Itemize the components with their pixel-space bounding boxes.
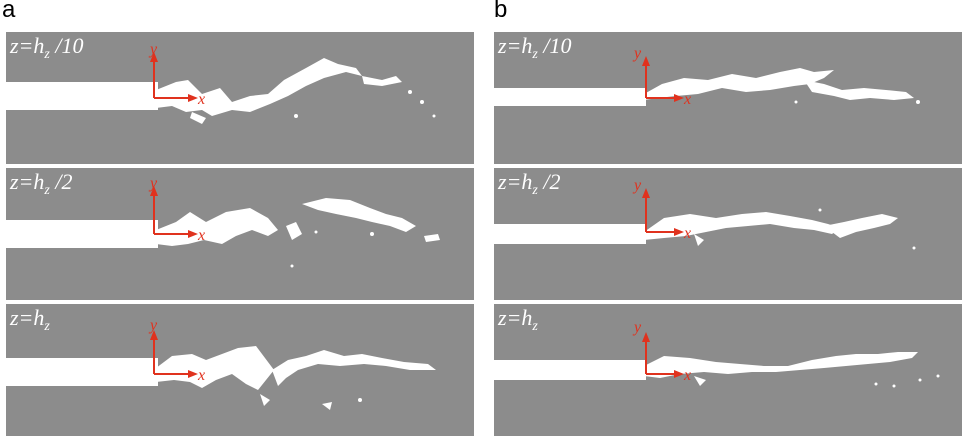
figure-label-a: a bbox=[2, 0, 16, 23]
axis-arrows bbox=[642, 188, 684, 236]
x-axis-label: x bbox=[198, 367, 206, 384]
x-axis-label: x bbox=[684, 367, 692, 384]
crack-panel-b-h: z=hz y x bbox=[494, 304, 962, 436]
axis-arrows bbox=[150, 52, 198, 102]
y-axis-label: y bbox=[634, 45, 642, 62]
crack-pattern bbox=[6, 198, 440, 268]
crack-panel-b-h10: z=hz /10 y x bbox=[494, 32, 962, 164]
crack-pattern bbox=[6, 58, 436, 124]
crack-pattern bbox=[494, 352, 940, 388]
x-axis-label: x bbox=[684, 225, 692, 242]
y-axis-label: y bbox=[634, 177, 642, 194]
depth-label: z=hz /2 bbox=[10, 169, 73, 198]
crack-pattern bbox=[494, 208, 916, 250]
y-axis-label: y bbox=[150, 41, 158, 58]
axis-arrows bbox=[642, 56, 684, 102]
axis-arrows bbox=[642, 332, 684, 378]
depth-label: z=hz /2 bbox=[498, 169, 561, 198]
axis-arrows bbox=[150, 330, 198, 378]
y-axis-label: y bbox=[150, 175, 158, 192]
crack-panel-a-h10: z=hz /10 y x bbox=[6, 32, 474, 164]
depth-label: z=hz /10 bbox=[498, 33, 572, 62]
depth-label: z=hz /10 bbox=[10, 33, 84, 62]
depth-label: z=hz bbox=[498, 305, 538, 334]
crack-panel-a-h: z=hz y x bbox=[6, 304, 474, 436]
depth-label: z=hz bbox=[10, 305, 50, 334]
y-axis-label: y bbox=[634, 319, 642, 336]
figure-label-b: b bbox=[494, 0, 508, 23]
crack-panel-a-h2: z=hz /2 y x bbox=[6, 168, 474, 300]
crack-panel-b-h2: z=hz /2 y x bbox=[494, 168, 962, 300]
x-axis-label: x bbox=[684, 91, 692, 108]
y-axis-label: y bbox=[150, 317, 158, 334]
crack-pattern bbox=[494, 68, 920, 106]
x-axis-label: x bbox=[198, 91, 206, 108]
x-axis-label: x bbox=[198, 227, 206, 244]
crack-pattern bbox=[6, 346, 436, 410]
axis-arrows bbox=[150, 186, 198, 238]
